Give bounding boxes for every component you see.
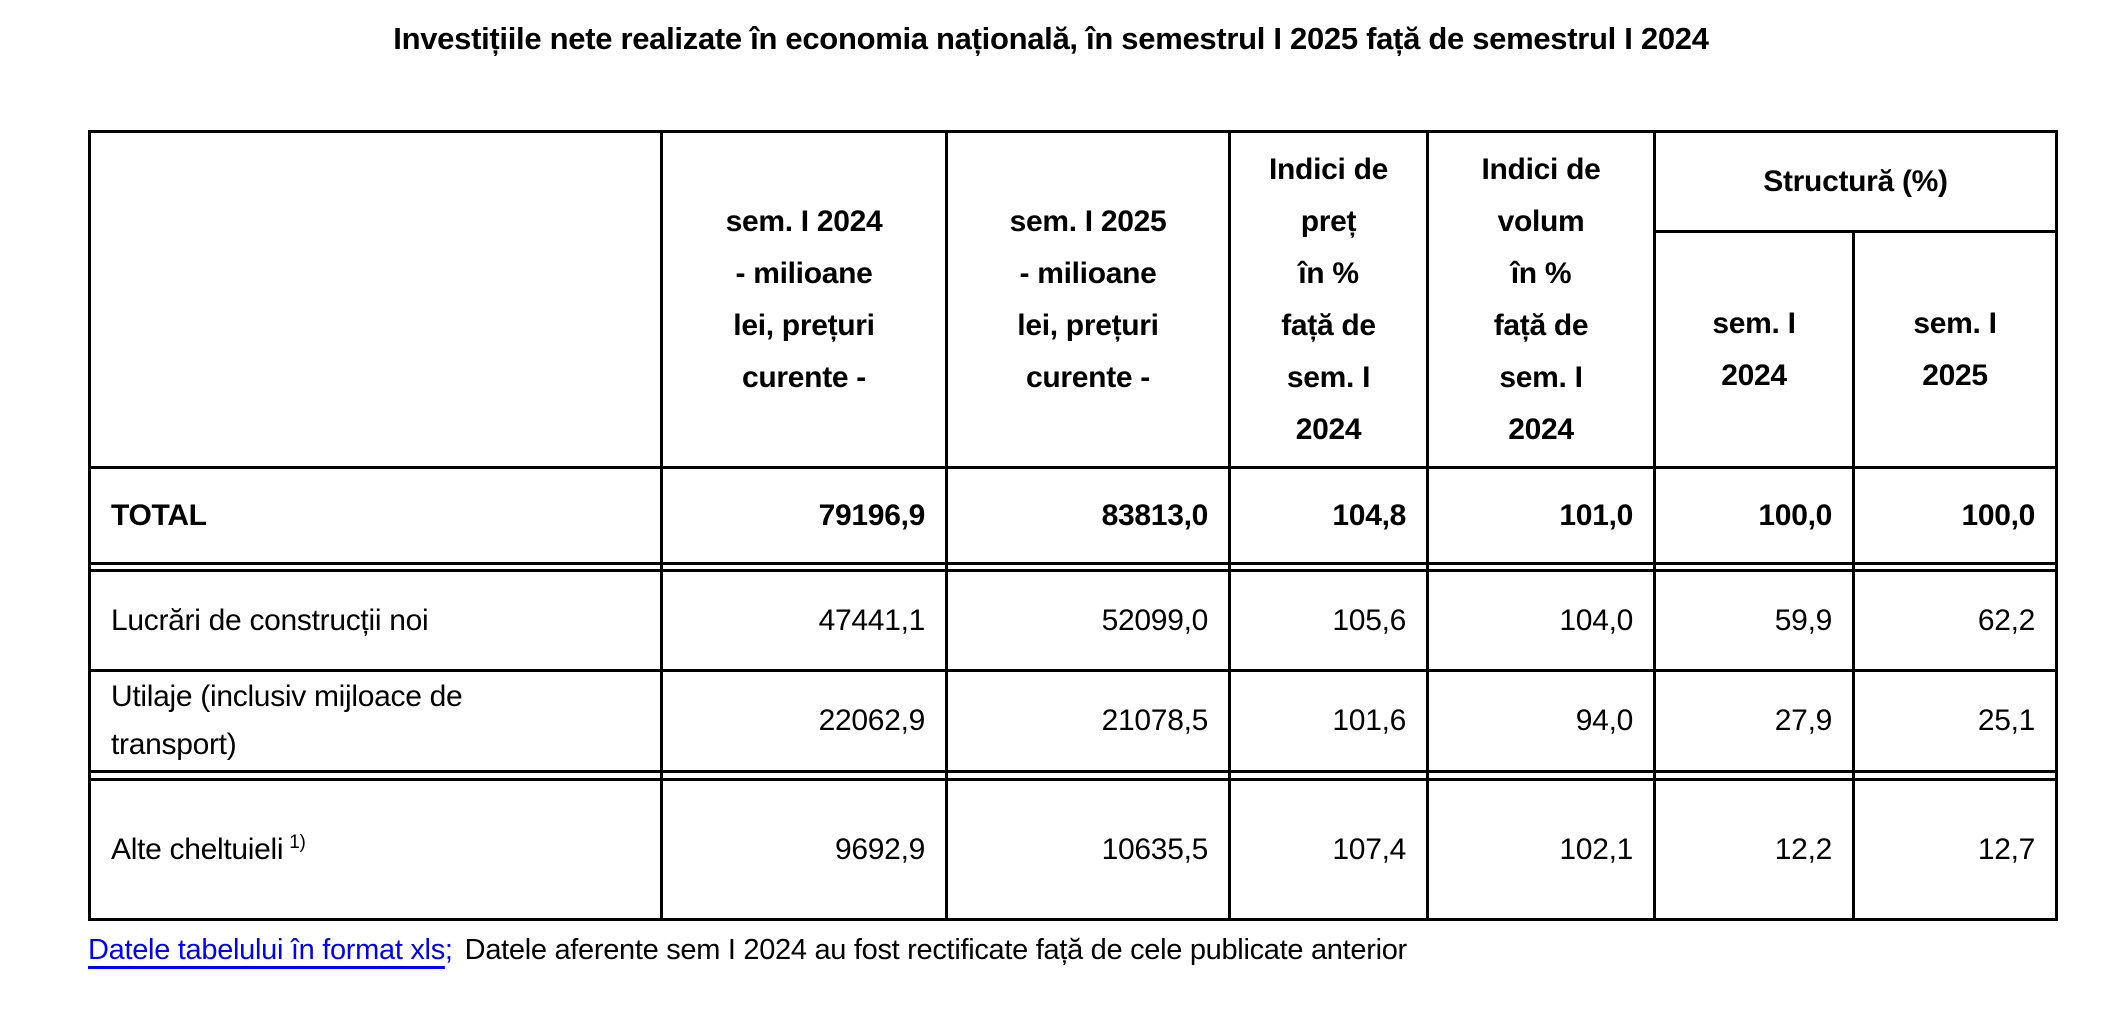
cell-sem2024: 9692,9 <box>660 778 948 921</box>
cell-structura-2024: 59,9 <box>1653 569 1855 672</box>
cell-structura-2025: 12,7 <box>1851 778 2059 921</box>
xls-download-link[interactable]: Datele tabelului în format xls <box>88 934 445 966</box>
cell-indice-volum: 104,0 <box>1426 569 1656 672</box>
cell-indice-pret: 107,4 <box>1228 778 1429 921</box>
header-sem-2024-milioane: sem. I 2024 - milioane lei, prețuri cure… <box>660 130 948 469</box>
cell-structura-2024: 27,9 <box>1653 669 1855 773</box>
header-structura: Structură (%) <box>1652 130 2059 233</box>
rectification-note: Datele aferente sem I 2024 au fost recti… <box>464 934 1408 966</box>
cell-sem2025: 21078,5 <box>945 669 1231 773</box>
cell-indice-pret: 104,8 <box>1228 466 1429 565</box>
table-row-alte-cheltuieli: Alte cheltuieli 1) 9692,9 10635,5 107,4 1… <box>88 778 2059 921</box>
cell-label: TOTAL <box>88 466 663 565</box>
table-row-lucrari: Lucrări de construcții noi 47441,1 52099… <box>88 569 2059 672</box>
cell-indice-volum: 102,1 <box>1426 778 1656 921</box>
investments-table: sem. I 2024 - milioane lei, prețuri cure… <box>88 130 2059 921</box>
cell-sem2025: 10635,5 <box>945 778 1231 921</box>
cell-label: Utilaje (inclusiv mijloace de transport) <box>88 669 663 773</box>
cell-indice-pret: 105,6 <box>1228 569 1429 672</box>
link-semicolon: ; <box>444 934 453 966</box>
cell-structura-2024: 12,2 <box>1653 778 1855 921</box>
table-row-total: TOTAL 79196,9 83813,0 104,8 101,0 100,0 … <box>88 466 2059 565</box>
header-structura-sem-2024: sem. I 2024 <box>1653 230 1855 469</box>
row-spacer <box>88 770 2059 781</box>
cell-indice-volum: 94,0 <box>1426 669 1656 773</box>
header-empty-cell <box>88 130 663 469</box>
cell-label: Alte cheltuieli 1) <box>88 778 663 921</box>
header-sem-2025-milioane: sem. I 2025 - milioane lei, prețuri cure… <box>945 130 1231 469</box>
header-row-1: sem. I 2024 - milioane lei, prețuri cure… <box>88 130 2059 469</box>
page-title: Investițiile nete realizate în economia … <box>393 21 1709 56</box>
table-row-utilaje: Utilaje (inclusiv mijloace de transport)… <box>88 669 2059 773</box>
header-indici-pret: Indici de preț în % față de sem. I 2024 <box>1228 130 1429 469</box>
header-indici-volum: Indici de volum în % față de sem. I 2024 <box>1426 130 1656 469</box>
cell-structura-2025: 25,1 <box>1851 669 2059 773</box>
cell-indice-pret: 101,6 <box>1228 669 1429 773</box>
cell-sem2024: 47441,1 <box>660 569 948 672</box>
cell-indice-volum: 101,0 <box>1426 466 1656 565</box>
cell-structura-2024: 100,0 <box>1653 466 1855 565</box>
cell-sem2024: 79196,9 <box>660 466 948 565</box>
footnote-marker: 1) <box>289 831 306 853</box>
header-structura-sem-2025: sem. I 2025 <box>1851 230 2059 469</box>
row-spacer <box>88 562 2059 572</box>
cell-sem2025: 83813,0 <box>945 466 1231 565</box>
footer-note: Datele tabelului în format xls; Datele af… <box>88 930 2102 970</box>
cell-sem2025: 52099,0 <box>945 569 1231 672</box>
cell-label: Lucrări de construcții noi <box>88 569 663 672</box>
alte-cheltuieli-label: Alte cheltuieli <box>111 832 284 866</box>
cell-structura-2025: 100,0 <box>1851 466 2059 565</box>
cell-structura-2025: 62,2 <box>1851 569 2059 672</box>
cell-sem2024: 22062,9 <box>660 669 948 773</box>
header-row-2: sem. I 2024 sem. I 2025 <box>90 230 2059 469</box>
